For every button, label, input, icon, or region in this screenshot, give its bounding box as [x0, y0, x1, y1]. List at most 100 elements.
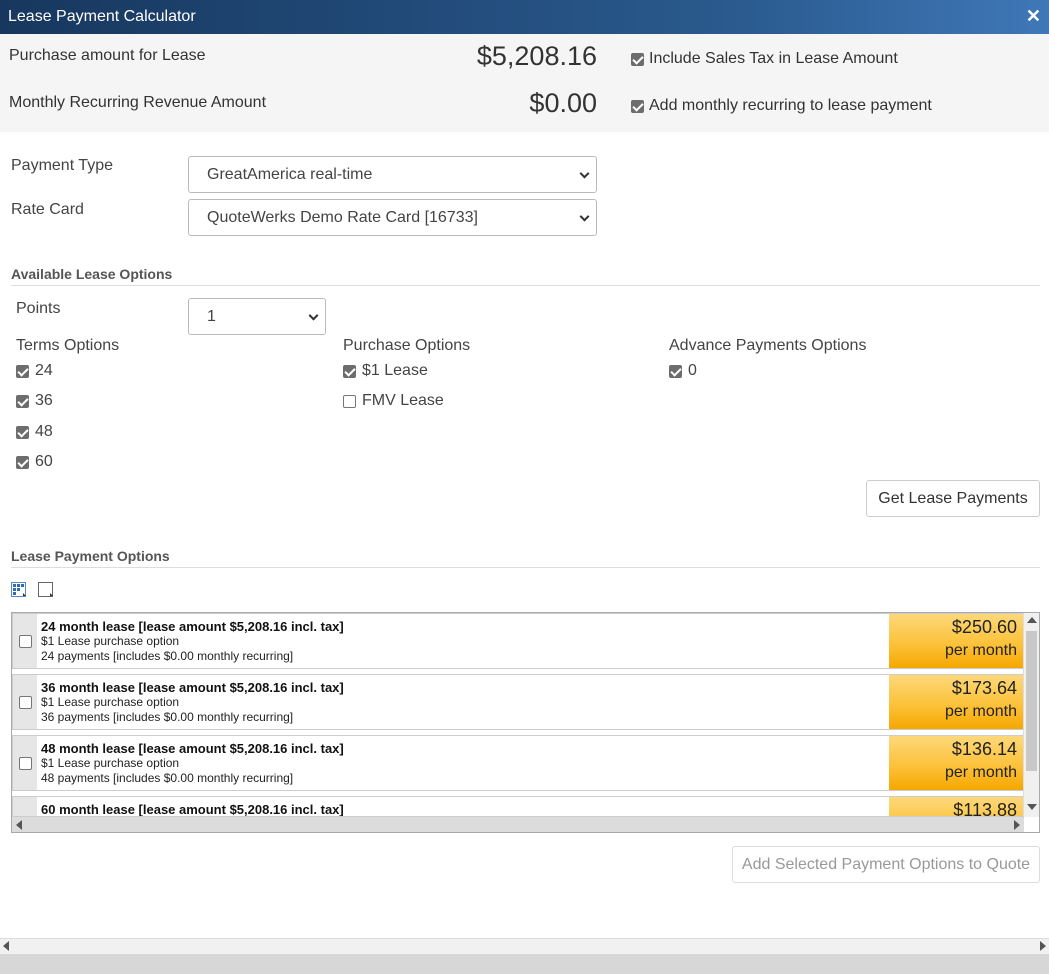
table-row[interactable]: 48 month lease [lease amount $5,208.16 i…: [12, 735, 1024, 791]
term-48-check-icon[interactable]: [16, 425, 29, 439]
window-titlebar: Lease Payment Calculator ✕: [0, 0, 1049, 34]
term-option-label: 48: [35, 423, 53, 440]
term-option-36[interactable]: 36: [16, 392, 53, 410]
row-title: 60 month lease [lease amount $5,208.16 i…: [41, 802, 344, 817]
close-icon[interactable]: ✕: [1025, 6, 1041, 26]
advance-payments-heading: Advance Payments Options: [669, 337, 867, 354]
row-description: 60 month lease [lease amount $5,208.16 i…: [41, 802, 344, 817]
monthly-price: $113.88: [953, 800, 1017, 820]
term-option-label: 60: [35, 453, 53, 470]
row-checkbox[interactable]: [18, 756, 32, 770]
points-value: 1: [207, 307, 216, 325]
payment-type-select[interactable]: GreatAmerica real-time: [188, 156, 597, 193]
points-select[interactable]: 1: [188, 298, 326, 335]
scroll-left-icon[interactable]: [16, 820, 22, 830]
include-sales-tax-checkbox[interactable]: Include Sales Tax in Lease Amount: [631, 50, 898, 68]
payment-type-value: GreatAmerica real-time: [207, 165, 373, 183]
purchase-fmv-check-icon[interactable]: [343, 394, 356, 408]
row-description: 24 month lease [lease amount $5,208.16 i…: [41, 619, 344, 664]
term-24-check-icon[interactable]: [16, 364, 29, 378]
rate-card-value: QuoteWerks Demo Rate Card [16733]: [207, 208, 478, 226]
monthly-price: $173.64: [951, 678, 1017, 698]
price-period: per month: [944, 764, 1017, 781]
deselect-all-icon[interactable]: [38, 582, 54, 598]
grid-vscroll-thumb[interactable]: [1026, 631, 1037, 771]
window-title: Lease Payment Calculator: [8, 8, 196, 25]
purchase-option-fmv[interactable]: FMV Lease: [343, 392, 444, 410]
available-lease-options-heading: Available Lease Options: [11, 266, 1040, 286]
mrr-amount-value: $0.00: [529, 88, 597, 118]
row-description: 36 month lease [lease amount $5,208.16 i…: [41, 680, 344, 725]
term-option-48[interactable]: 48: [16, 423, 53, 441]
row-description: 48 month lease [lease amount $5,208.16 i…: [41, 741, 344, 786]
row-title: 24 month lease [lease amount $5,208.16 i…: [41, 619, 344, 634]
row-title: 36 month lease [lease amount $5,208.16 i…: [41, 680, 344, 695]
add-monthly-recurring-label: Add monthly recurring to lease payment: [649, 97, 932, 114]
add-selected-to-quote-button[interactable]: Add Selected Payment Options to Quote: [732, 846, 1040, 883]
price-cell: $250.60 per month: [889, 614, 1023, 668]
row-payments: 36 payments [includes $0.00 monthly recu…: [41, 710, 294, 724]
lease-payment-options-grid: 24 month lease [lease amount $5,208.16 i…: [11, 612, 1040, 833]
table-row[interactable]: 24 month lease [lease amount $5,208.16 i…: [12, 613, 1024, 669]
scroll-right-icon[interactable]: [1014, 820, 1020, 830]
payment-type-label: Payment Type: [11, 157, 113, 174]
add-monthly-recurring-check-icon[interactable]: [631, 99, 644, 113]
page-scroll-left-icon[interactable]: [3, 941, 9, 951]
grid-horizontal-scrollbar[interactable]: [12, 816, 1024, 832]
term-36-check-icon[interactable]: [16, 394, 29, 408]
terms-options-heading: Terms Options: [16, 337, 120, 354]
table-row[interactable]: 36 month lease [lease amount $5,208.16 i…: [12, 674, 1024, 730]
include-sales-tax-label: Include Sales Tax in Lease Amount: [649, 50, 898, 67]
scroll-up-icon[interactable]: [1027, 617, 1037, 623]
row-checkbox[interactable]: [18, 695, 32, 709]
purchase-1-dollar-check-icon[interactable]: [343, 364, 356, 378]
select-all-icon[interactable]: [11, 582, 27, 598]
row-purchase-option: $1 Lease purchase option: [41, 695, 180, 709]
purchase-amount-label: Purchase amount for Lease: [9, 47, 206, 64]
term-60-check-icon[interactable]: [16, 455, 29, 469]
advance-0-check-icon[interactable]: [669, 364, 682, 378]
chevron-down-icon: [308, 310, 319, 321]
price-cell: $136.14 per month: [889, 736, 1023, 790]
row-payments: 48 payments [includes $0.00 monthly recu…: [41, 771, 294, 785]
rate-card-label: Rate Card: [11, 201, 84, 218]
price-cell: $173.64 per month: [889, 675, 1023, 729]
row-select-cell[interactable]: [13, 614, 37, 668]
row-title: 48 month lease [lease amount $5,208.16 i…: [41, 741, 344, 756]
chevron-down-icon: [579, 168, 590, 179]
row-select-cell[interactable]: [13, 675, 37, 729]
row-purchase-option: $1 Lease purchase option: [41, 634, 180, 648]
purchase-options-heading: Purchase Options: [343, 337, 471, 354]
advance-option-0[interactable]: 0: [669, 362, 697, 380]
page-horizontal-scrollbar[interactable]: [0, 938, 1049, 954]
row-payments: 24 payments [includes $0.00 monthly recu…: [41, 649, 294, 663]
add-monthly-recurring-checkbox[interactable]: Add monthly recurring to lease payment: [631, 97, 932, 115]
monthly-price: $136.14: [951, 739, 1017, 759]
include-sales-tax-check-icon[interactable]: [631, 52, 644, 66]
get-lease-payments-button[interactable]: Get Lease Payments: [866, 480, 1040, 517]
scroll-down-icon[interactable]: [1027, 804, 1037, 810]
term-option-24[interactable]: 24: [16, 362, 53, 380]
term-option-60[interactable]: 60: [16, 453, 53, 471]
term-option-label: 24: [35, 362, 53, 379]
purchase-option-1-dollar[interactable]: $1 Lease: [343, 362, 428, 380]
grid-vertical-scrollbar[interactable]: [1023, 613, 1039, 817]
row-purchase-option: $1 Lease purchase option: [41, 756, 180, 770]
mrr-amount-label: Monthly Recurring Revenue Amount: [9, 94, 267, 111]
purchase-option-label: $1 Lease: [362, 362, 428, 379]
advance-option-label: 0: [688, 362, 697, 379]
price-period: per month: [944, 703, 1017, 720]
term-option-label: 36: [35, 392, 53, 409]
rate-card-select[interactable]: QuoteWerks Demo Rate Card [16733]: [188, 199, 597, 236]
lease-summary-panel: Purchase amount for Lease $5,208.16 Incl…: [0, 34, 1049, 132]
chevron-down-icon: [579, 211, 590, 222]
purchase-amount-value: $5,208.16: [476, 41, 597, 71]
page-scroll-right-icon[interactable]: [1040, 941, 1046, 951]
purchase-option-label: FMV Lease: [362, 392, 444, 409]
row-select-cell[interactable]: [13, 736, 37, 790]
price-period: per month: [944, 642, 1017, 659]
monthly-price: $250.60: [951, 617, 1017, 637]
lease-payment-options-heading: Lease Payment Options: [11, 548, 1040, 568]
row-checkbox[interactable]: [18, 634, 32, 648]
dialog-footer-bar: [0, 954, 1049, 974]
